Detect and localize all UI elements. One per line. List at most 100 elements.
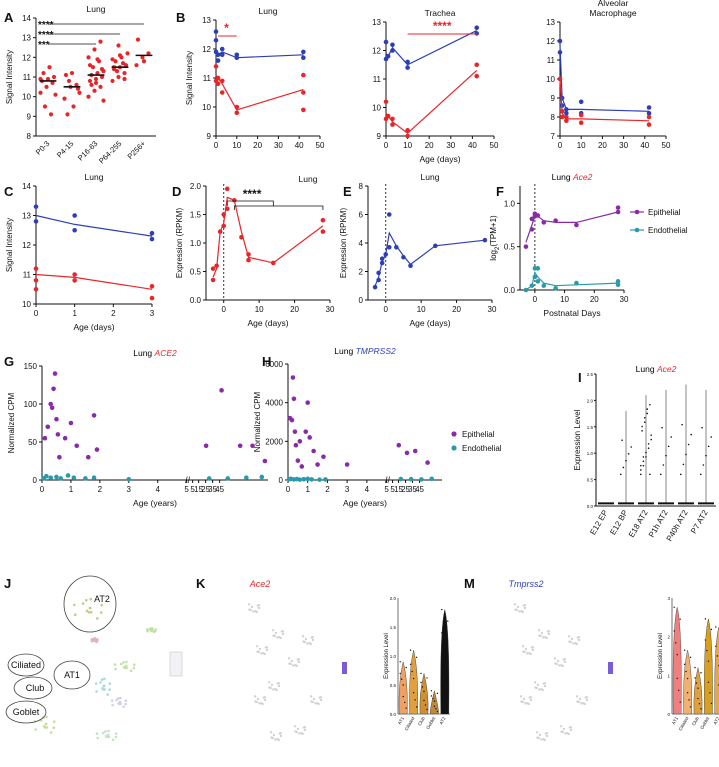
x-tick-label: 1 (305, 485, 310, 494)
violin-shape (440, 609, 450, 715)
umap-cell (125, 666, 129, 670)
umap-cell (280, 630, 283, 633)
x-axis-label: Age (days) (409, 318, 450, 328)
data-point-blue (386, 212, 392, 217)
umap-cell (101, 731, 105, 735)
data-point-red (564, 114, 569, 120)
data-point-red (72, 272, 77, 277)
x-tick-label: 45 (215, 485, 224, 494)
cell-point (676, 654, 678, 656)
data-point (74, 82, 79, 87)
umap-cell (311, 638, 315, 642)
umap-cell (271, 629, 275, 632)
cell-point (401, 678, 403, 680)
x-tick-label: 35 (408, 485, 417, 494)
cell-point (430, 695, 433, 697)
cell-point (702, 464, 705, 466)
umap-cell (582, 701, 585, 705)
gene-name: Tmprss2 (508, 579, 543, 589)
cell-point (426, 708, 428, 711)
x-tick-label: 2 (325, 485, 330, 494)
series-line-purple (525, 211, 619, 243)
umap-cell (518, 610, 521, 613)
x-tick-label: 4 (365, 485, 370, 494)
cell-point (405, 707, 407, 709)
data-point-purple (250, 443, 255, 449)
umap-cell (522, 697, 526, 701)
x-tick-label: 0 (286, 485, 291, 494)
panel-title: Lung (87, 4, 106, 14)
panel-title: Lung (421, 172, 440, 182)
umap-cell (540, 687, 543, 691)
data-point (66, 78, 72, 84)
y-tick-label: 1.5 (190, 211, 202, 220)
umap-cell (132, 666, 136, 670)
x-tick-label: 50 (490, 141, 499, 150)
umap-cell (99, 681, 102, 684)
umap-cell (119, 662, 123, 666)
panel-title: Macrophage (589, 8, 637, 18)
panel-title: Trachea (425, 8, 456, 18)
data-point-teal (309, 477, 314, 482)
legend-label: Endothelial (648, 226, 688, 235)
y-tick-label: 2.5 (587, 372, 594, 377)
umap-cell (274, 631, 278, 635)
umap-cell (146, 629, 149, 633)
data-point-purple (404, 450, 410, 456)
data-point (125, 51, 130, 56)
cell-point (715, 645, 717, 648)
umap-cell (524, 647, 528, 651)
x-tick-label: 10 (417, 305, 426, 314)
data-point-purple (529, 227, 535, 232)
umap-cell (253, 695, 257, 698)
data-point-teal (244, 475, 249, 481)
umap-cell (278, 732, 281, 735)
data-point-teal (65, 473, 71, 478)
y-tick-label: 4000 (265, 399, 283, 408)
cell-point (447, 701, 449, 704)
y-tick-label: 1.0 (190, 239, 202, 248)
data-point-teal (529, 283, 535, 288)
data-point-purple (535, 213, 541, 218)
data-point-red (559, 114, 565, 120)
data-point (50, 80, 55, 85)
data-point-teal (398, 476, 404, 482)
umap-cell (124, 699, 128, 703)
cell-point (409, 649, 412, 651)
x-tick-label: 0 (533, 295, 538, 304)
umap-cell (268, 686, 271, 689)
data-point-red (217, 229, 223, 234)
data-point-red (390, 122, 395, 127)
umap-cell (114, 732, 118, 736)
panel-letter-f: F (496, 184, 504, 199)
x-tick-label: P64-255 (97, 139, 123, 165)
umap-cell (546, 630, 549, 633)
umap-cell (264, 646, 267, 649)
cell-point (694, 666, 696, 669)
x-tick-label: 40 (295, 141, 304, 150)
umap-cell (276, 682, 279, 685)
umap-cell (290, 659, 294, 663)
umap-cell (533, 681, 537, 684)
data-point-red (234, 110, 240, 116)
x-tick-label: AT2 (712, 716, 719, 726)
data-point-blue (149, 236, 155, 242)
umap-cell (560, 663, 563, 667)
series-line-blue (215, 48, 304, 59)
cell-point (697, 687, 699, 689)
x-tick-label: 20 (253, 141, 262, 150)
umap-cell (247, 603, 251, 606)
data-point-red (224, 206, 230, 212)
umap-cell (272, 733, 276, 737)
data-point (120, 61, 126, 66)
cell-point (646, 408, 649, 410)
cell-point (706, 649, 708, 652)
y-tick-label: 2.0 (190, 182, 202, 191)
y-tick-label: 9 (27, 112, 32, 121)
y-tick-label: 11 (373, 75, 382, 84)
cell-point (673, 630, 675, 632)
umap-cell (49, 731, 53, 734)
data-point (47, 65, 52, 70)
panel-title: Lung TMPRSS2 (334, 346, 396, 356)
